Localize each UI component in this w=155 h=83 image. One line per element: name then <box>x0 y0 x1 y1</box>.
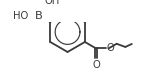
Text: B: B <box>35 11 43 21</box>
Text: HO: HO <box>13 11 29 21</box>
Text: OH: OH <box>44 0 60 6</box>
Text: O: O <box>92 60 100 70</box>
Text: O: O <box>106 43 114 53</box>
